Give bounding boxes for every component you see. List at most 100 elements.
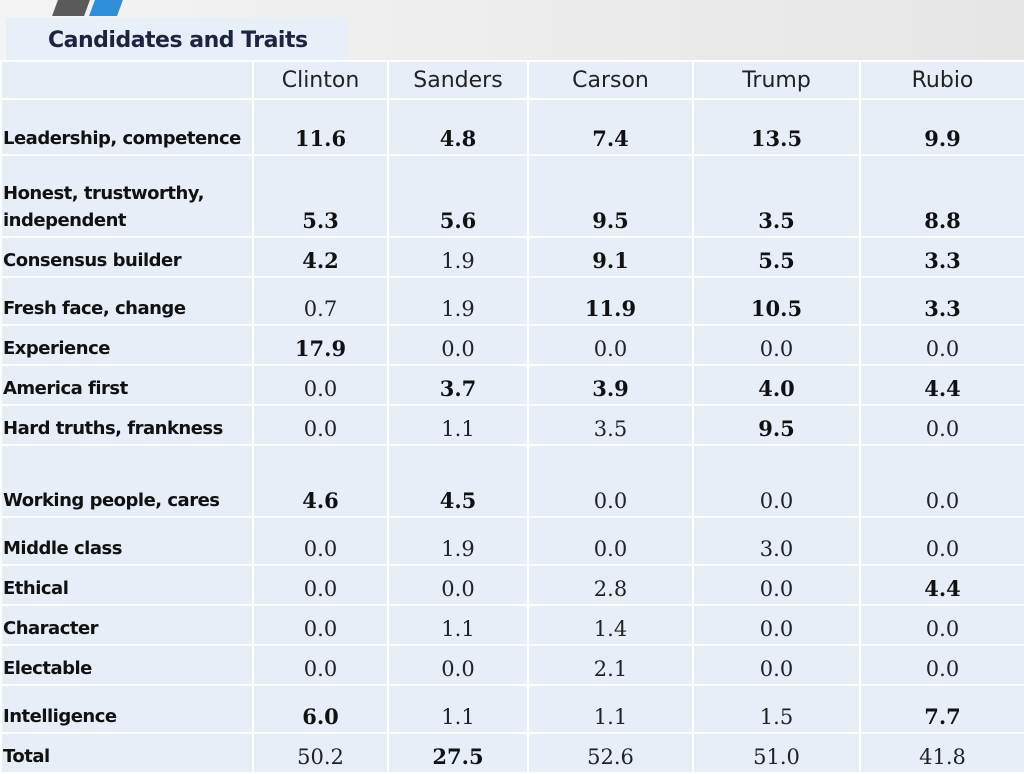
header-row: Clinton Sanders Carson Trump Rubio xyxy=(0,60,1024,100)
row-label: Hard truths, frankness xyxy=(0,404,254,446)
column-header: Trump xyxy=(692,60,861,100)
value-cell: 9.1 xyxy=(527,236,694,278)
value-cell: 3.7 xyxy=(387,364,529,406)
value-cell: 3.9 xyxy=(527,364,694,406)
column-header: Clinton xyxy=(252,60,389,100)
value-cell: 0.0 xyxy=(252,404,389,446)
table-row: Working people, cares 4.6 4.5 0.0 0.0 0.0 xyxy=(0,444,1024,518)
value-cell: 0.0 xyxy=(252,516,389,566)
value-cell: 0.0 xyxy=(252,604,389,646)
value-cell: 0.0 xyxy=(692,324,861,366)
value-cell: 4.4 xyxy=(859,364,1024,406)
row-label: Intelligence xyxy=(0,684,254,734)
traits-table: Clinton Sanders Carson Trump Rubio Leadership… xyxy=(0,60,1024,774)
table-row: Electable 0.0 0.0 2.1 0.0 0.0 xyxy=(0,644,1024,686)
value-cell: 0.0 xyxy=(859,324,1024,366)
value-cell: 11.9 xyxy=(527,276,694,326)
value-cell: 0.0 xyxy=(527,324,694,366)
table-row: Fresh face, change 0.7 1.9 11.9 10.5 3.3 xyxy=(0,276,1024,326)
value-cell: 5.6 xyxy=(387,154,529,238)
value-cell: 9.5 xyxy=(527,154,694,238)
row-label: Fresh face, change xyxy=(0,276,254,326)
corner-cell xyxy=(0,60,254,100)
value-cell: 0.0 xyxy=(387,324,529,366)
value-cell: 0.0 xyxy=(387,564,529,606)
table-row: Honest, trustworthy, independent 5.3 5.6 9.… xyxy=(0,154,1024,238)
value-cell: 4.2 xyxy=(252,236,389,278)
value-cell: 1.1 xyxy=(527,684,694,734)
row-label: Honest, trustworthy, independent xyxy=(0,154,254,238)
value-cell: 10.5 xyxy=(692,276,861,326)
value-cell: 52.6 xyxy=(527,732,694,774)
table-row: Leadership, competence 11.6 4.8 7.4 13.5 9.9 xyxy=(0,98,1024,156)
logo-icon xyxy=(0,0,130,16)
value-cell: 27.5 xyxy=(387,732,529,774)
row-label: Leadership, competence xyxy=(0,98,254,156)
value-cell: 9.5 xyxy=(692,404,861,446)
value-cell: 0.0 xyxy=(859,516,1024,566)
value-cell: 0.0 xyxy=(252,564,389,606)
value-cell: 0.0 xyxy=(859,404,1024,446)
value-cell: 0.0 xyxy=(527,516,694,566)
value-cell: 7.7 xyxy=(859,684,1024,734)
value-cell: 0.0 xyxy=(859,604,1024,646)
row-label: Experience xyxy=(0,324,254,366)
row-label: Working people, cares xyxy=(0,444,254,518)
page-title: Candidates and Traits xyxy=(48,28,308,53)
value-cell: 0.0 xyxy=(692,604,861,646)
value-cell: 1.9 xyxy=(387,516,529,566)
value-cell: 1.9 xyxy=(387,276,529,326)
value-cell: 3.3 xyxy=(859,276,1024,326)
column-header: Sanders xyxy=(387,60,529,100)
value-cell: 51.0 xyxy=(692,732,861,774)
value-cell: 0.0 xyxy=(387,644,529,686)
value-cell: 13.5 xyxy=(692,98,861,156)
value-cell: 4.8 xyxy=(387,98,529,156)
table-row: Intelligence 6.0 1.1 1.1 1.5 7.7 xyxy=(0,684,1024,734)
value-cell: 0.0 xyxy=(692,444,861,518)
value-cell: 8.8 xyxy=(859,154,1024,238)
row-label: Middle class xyxy=(0,516,254,566)
value-cell: 4.4 xyxy=(859,564,1024,606)
value-cell: 1.1 xyxy=(387,404,529,446)
value-cell: 4.0 xyxy=(692,364,861,406)
value-cell: 41.8 xyxy=(859,732,1024,774)
row-label: Electable xyxy=(0,644,254,686)
value-cell: 50.2 xyxy=(252,732,389,774)
table-row: America first 0.0 3.7 3.9 4.0 4.4 xyxy=(0,364,1024,406)
value-cell: 3.5 xyxy=(692,154,861,238)
table-row: Experience 17.9 0.0 0.0 0.0 0.0 xyxy=(0,324,1024,366)
value-cell: 1.4 xyxy=(527,604,694,646)
value-cell: 7.4 xyxy=(527,98,694,156)
value-cell: 0.0 xyxy=(692,564,861,606)
value-cell: 11.6 xyxy=(252,98,389,156)
table-row: Consensus builder 4.2 1.9 9.1 5.5 3.3 xyxy=(0,236,1024,278)
table-row: Character 0.0 1.1 1.4 0.0 0.0 xyxy=(0,604,1024,646)
value-cell: 0.0 xyxy=(252,364,389,406)
value-cell: 5.5 xyxy=(692,236,861,278)
value-cell: 2.1 xyxy=(527,644,694,686)
value-cell: 2.8 xyxy=(527,564,694,606)
row-label: Consensus builder xyxy=(0,236,254,278)
value-cell: 6.0 xyxy=(252,684,389,734)
value-cell: 9.9 xyxy=(859,98,1024,156)
table-row: Middle class 0.0 1.9 0.0 3.0 0.0 xyxy=(0,516,1024,566)
table-row: Ethical 0.0 0.0 2.8 0.0 4.4 xyxy=(0,564,1024,606)
value-cell: 0.0 xyxy=(859,644,1024,686)
value-cell: 1.5 xyxy=(692,684,861,734)
value-cell: 1.1 xyxy=(387,604,529,646)
table-row: Total 50.2 27.5 52.6 51.0 41.8 xyxy=(0,732,1024,774)
value-cell: 3.0 xyxy=(692,516,861,566)
value-cell: 0.0 xyxy=(252,644,389,686)
column-header: Carson xyxy=(527,60,694,100)
row-label: Total xyxy=(0,732,254,774)
title-box xyxy=(6,18,348,62)
value-cell: 0.7 xyxy=(252,276,389,326)
value-cell: 17.9 xyxy=(252,324,389,366)
row-label: America first xyxy=(0,364,254,406)
value-cell: 4.6 xyxy=(252,444,389,518)
value-cell: 1.9 xyxy=(387,236,529,278)
value-cell: 1.1 xyxy=(387,684,529,734)
value-cell: 0.0 xyxy=(692,644,861,686)
value-cell: 3.5 xyxy=(527,404,694,446)
